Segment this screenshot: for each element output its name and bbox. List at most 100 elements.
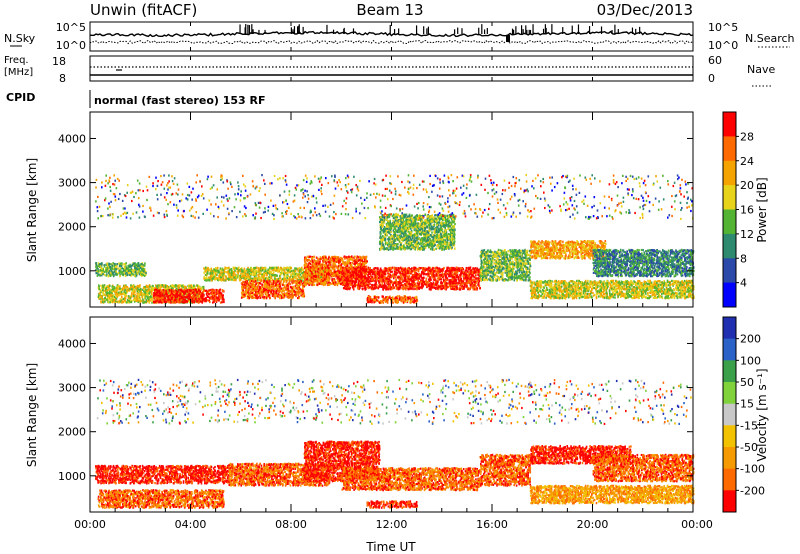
power-echo-cell [179,284,181,286]
power-echo-cell [114,263,116,265]
power-echo-cell [149,302,151,304]
power-echo-cell [101,296,103,298]
power-echo-cell [113,265,115,267]
power-echo-cell [123,270,125,272]
power-echo-cell [145,292,147,294]
power-echo-cell [115,271,117,273]
power-echo-cell [123,298,125,300]
power-echo-cell [114,268,116,270]
power-echo-cell [138,270,140,272]
power-echo-cell [110,274,112,276]
radar-summary-plot: Unwin (fitACF) Beam 13 03/Dec/2013 N.Sky… [0,0,800,554]
power-echo-cell [145,289,147,291]
power-echo-cell [119,275,121,277]
power-echo-cell [129,269,131,271]
power-echo-cell [112,291,114,293]
power-echo-cell [122,274,124,276]
power-echo-cell [132,290,134,292]
power-echo-cell [140,294,142,296]
power-echo-cell [142,289,144,291]
power-echo-cell [131,268,133,270]
power-echo-cell [100,285,102,287]
power-echo-cell [181,285,183,287]
power-echo-cell [140,291,142,293]
power-echo-cell [105,270,107,272]
power-echo-cell [105,288,107,290]
power-echo-cell [110,294,112,296]
power-echo-cell [188,285,190,287]
power-echo-cell [96,266,98,268]
power-echo-cell [126,289,128,291]
power-echo-cell [102,301,104,303]
power-echo-cell [119,285,121,287]
power-echo-cell [115,295,117,297]
power-echo-cell [145,301,147,303]
power-echo-cell [106,299,108,301]
power-echo-cell [142,294,144,296]
power-echo-cell [132,273,134,275]
power-echo-cell [138,268,140,270]
power-echo-cell [144,262,146,264]
power-echo-cell [119,300,121,302]
power-echo-cell [125,291,127,293]
power-echo-cell [165,286,167,288]
power-echo-cell [142,274,144,276]
power-echo-cell [100,265,102,267]
power-echo-cell [126,301,128,303]
noise-panel: N.Sky 10^5 10^0 10^5 10^0 N.Search [4,21,795,52]
power-echo-cell [142,299,144,301]
power-echo-cell [140,288,142,290]
power-echo-cell [138,293,140,295]
power-echo-cell [104,274,106,276]
power-echo-cell [122,288,124,290]
power-echo-cell [147,285,149,287]
power-echo-cell [124,285,126,287]
power-echo-cell [98,270,100,272]
power-echo-cell [131,288,133,290]
power-echo-cell [116,274,118,276]
power-echo-cell [142,268,144,270]
power-echo-cell [121,293,123,295]
power-echo-cell [175,285,177,287]
power-echo-cell [152,285,154,287]
power-echo-cell [136,300,138,302]
power-echo-cell [108,294,110,296]
power-echo-cell [161,284,163,286]
power-echo-cell [137,268,139,270]
power-echo-cell [131,296,133,298]
power-echo-cell [128,272,130,274]
nave-tick-top: 60 [708,54,722,67]
power-echo-cell [138,299,140,301]
power-echo-cell [109,301,111,303]
power-echo-cell [181,301,183,303]
power-echo-cell [193,285,195,287]
power-echo-cell [99,296,101,298]
power-echo-cell [144,265,146,267]
power-echo-cell [133,299,135,301]
power-echo-cell [98,265,100,267]
freq-label-line2: [MHz] [4,67,33,78]
cpid-label: CPID [6,91,35,104]
nsearch-label: N.Search [745,32,795,45]
power-echo-cell [125,297,127,299]
power-echo-cell [111,285,113,287]
power-echo-cell [134,294,136,296]
freq-tick-bottom: 8 [59,72,66,85]
power-echo-cell [104,297,106,299]
noise-tick-right-bottom: 10^0 [708,39,738,52]
power-echo-cell [114,273,116,275]
power-echo-cell [141,296,143,298]
power-echo-cell [143,270,145,272]
power-echo-cell [124,300,126,302]
power-echo-cell [106,291,108,293]
power-echo-cell [140,301,142,303]
power-echo-cell [117,263,119,265]
power-echo-cell [95,262,97,264]
power-echo-cell [128,295,130,297]
power-echo-cell [99,274,101,276]
power-echo-cell [137,289,139,291]
power-echo-cell [124,266,126,268]
power-echo-cell [131,301,133,303]
power-echo-cell [121,262,123,264]
power-echo-cell [149,296,151,298]
